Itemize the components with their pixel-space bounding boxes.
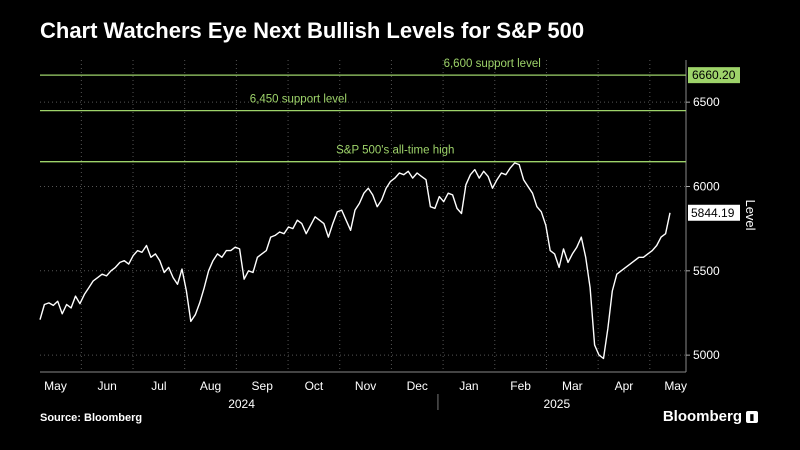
x-tick-label: Dec: [407, 379, 428, 393]
last-value-tag-text: 5844.19: [691, 206, 735, 220]
reference-line-label: S&P 500's all-time high: [336, 145, 454, 157]
x-tick-label: Aug: [200, 379, 221, 393]
x-tick-label: Oct: [305, 379, 324, 393]
value-tags: 6660.20 5844.19: [688, 67, 740, 221]
source-note: Source: Bloomberg: [40, 412, 143, 424]
x-tick-label: Jun: [98, 379, 117, 393]
reference-lines: 6,600 support level 6,450 support level S&…: [40, 58, 686, 163]
sp500-line: [39, 162, 671, 360]
x-tick-label: Jul: [151, 379, 166, 393]
series-lines: [39, 162, 671, 360]
y-tick-label: 5000: [693, 348, 720, 362]
reference-line-label: 6,600 support level: [444, 58, 541, 70]
y-axis-title-text: Level: [743, 199, 758, 230]
year-label: 2024: [228, 397, 255, 411]
x-tick-label: Nov: [355, 379, 376, 393]
x-tick-label: Apr: [615, 379, 634, 393]
x-tick-label: Sep: [252, 379, 274, 393]
x-tick-label: Jan: [459, 379, 478, 393]
bloomberg-icon: ▮: [746, 410, 758, 423]
year-label: 2025: [543, 397, 570, 411]
y-tick-label: 6000: [693, 179, 720, 193]
last-value-tag: [688, 204, 740, 221]
top-level-tag-text: 6660.20: [692, 68, 736, 82]
x-tick-label: Feb: [510, 379, 531, 393]
top-level-tag: [688, 67, 740, 84]
x-tick-label: May: [664, 379, 687, 393]
y-axis-labels: 5000 5500 6000 6500: [686, 95, 720, 362]
y-tick-label: 5500: [693, 264, 720, 278]
x-tick-label: Mar: [562, 379, 583, 393]
y-tick-label: 6500: [693, 95, 720, 109]
brand-logo: Bloomberg ▮: [663, 408, 758, 425]
y-axis-title: Level: [743, 199, 758, 230]
x-tick-label: May: [44, 379, 67, 393]
grid-lines: [40, 60, 687, 373]
x-axis-labels: May Jun Jul Aug Sep Oct Nov Dec Jan Feb Mar Apr May 2…: [44, 379, 687, 411]
chart-title: Chart Watchers Eye Next Bullish Levels f…: [40, 18, 585, 43]
brand-name: Bloomberg: [662, 408, 742, 425]
reference-line-label: 6,450 support level: [250, 94, 347, 106]
